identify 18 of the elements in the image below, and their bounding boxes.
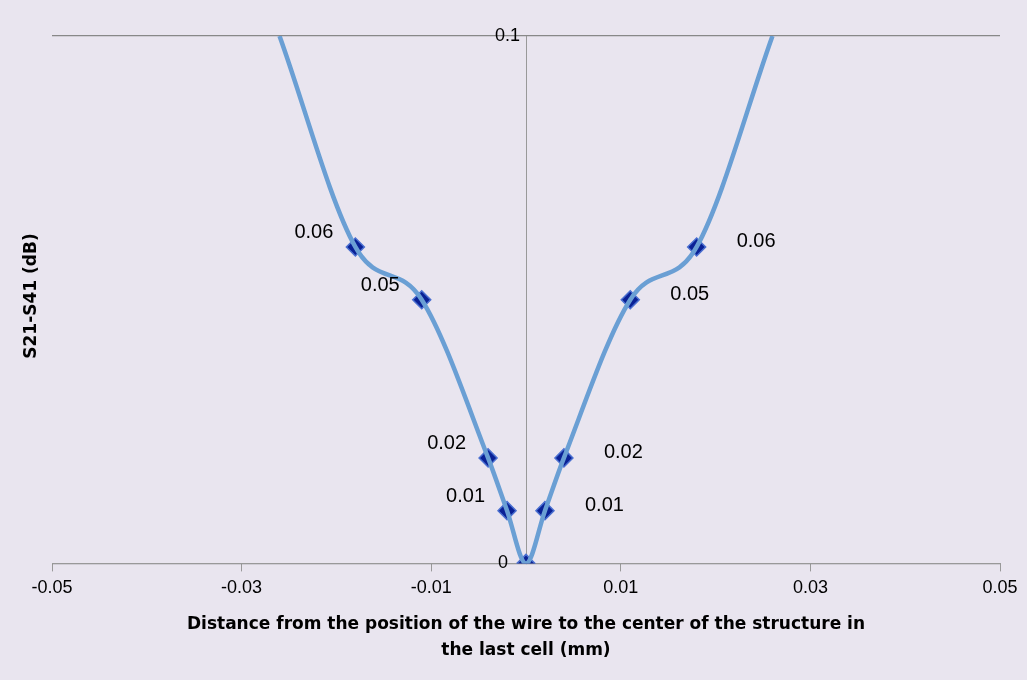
data-label: 0.05 xyxy=(360,273,400,296)
data-label: 0.01 xyxy=(446,484,486,507)
data-label: 0.01 xyxy=(584,493,624,516)
x-tick-label: 0.03 xyxy=(792,577,828,598)
data-label: 0.06 xyxy=(294,220,334,243)
x-tick-label: 0.01 xyxy=(603,577,639,598)
x-tick-label: -0.03 xyxy=(221,577,263,598)
data-label: 0.02 xyxy=(427,431,467,454)
y-tick-label: 0.1 xyxy=(494,24,520,45)
x-tick-label: -0.01 xyxy=(410,577,452,598)
x-tick-label: 0.05 xyxy=(982,577,1018,598)
data-label: 0.05 xyxy=(670,282,710,305)
y-axis-title: S21-S41 (dB) xyxy=(20,233,40,359)
x-tick-label: -0.05 xyxy=(31,577,73,598)
data-label: 0.06 xyxy=(736,229,776,252)
data-label: 0.02 xyxy=(603,440,643,463)
y-tick-label: 0 xyxy=(497,552,508,573)
x-axis-title: Distance from the position of the wire to the center of the structure in the last cell (mm) xyxy=(185,612,867,661)
